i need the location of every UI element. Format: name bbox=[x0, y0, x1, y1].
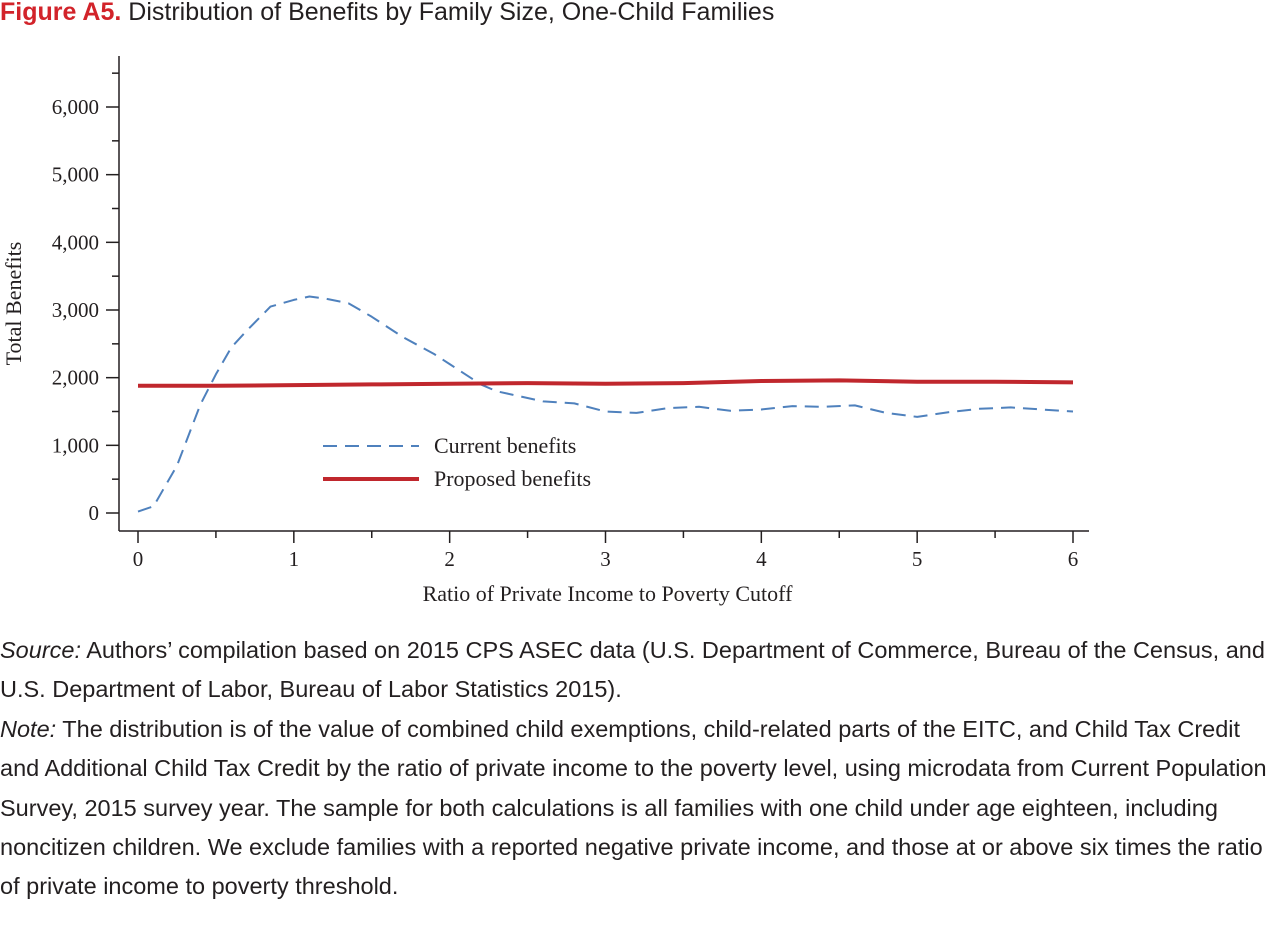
figure-title: Figure A5. Distribution of Benefits by F… bbox=[0, 0, 774, 27]
note-label: Note: bbox=[0, 715, 57, 742]
current-benefits-line bbox=[137, 295, 1074, 513]
figure-label: Figure A5. bbox=[0, 0, 122, 26]
explanatory-note: Note: The distribution is of the value o… bbox=[0, 710, 1278, 907]
legend-label-current: Current benefits bbox=[434, 433, 576, 458]
x-tick-label: 0 bbox=[133, 547, 144, 571]
x-tick-label: 3 bbox=[600, 547, 611, 571]
y-tick-label: 4,000 bbox=[52, 230, 99, 254]
note-text: The distribution is of the value of comb… bbox=[0, 715, 1267, 900]
source-text: Authors’ compilation based on 2015 CPS A… bbox=[0, 637, 1265, 703]
x-tick-label: 4 bbox=[756, 547, 767, 571]
y-tick-label: 1,000 bbox=[52, 433, 99, 457]
x-tick-label: 5 bbox=[912, 547, 923, 571]
chart-legend: Current benefits Proposed benefits bbox=[323, 433, 591, 491]
x-axis-ticks: 0 1 2 3 4 5 6 bbox=[133, 531, 1079, 571]
y-tick-label: 2,000 bbox=[52, 366, 99, 390]
y-tick-label: 5,000 bbox=[52, 163, 99, 187]
figure-notes: Source: Authors’ compilation based on 20… bbox=[0, 631, 1278, 907]
figure-title-text: Distribution of Benefits by Family Size,… bbox=[128, 0, 775, 26]
y-tick-label: 6,000 bbox=[52, 95, 99, 119]
x-tick-label: 6 bbox=[1068, 547, 1079, 571]
y-axis-ticks: 0 1,000 2,000 3,000 4,000 5,000 6,000 bbox=[52, 72, 119, 525]
chart-axes bbox=[118, 56, 1089, 532]
y-tick-label: 3,000 bbox=[52, 298, 99, 322]
x-tick-label: 2 bbox=[444, 547, 455, 571]
y-axis-label: Total Benefits bbox=[1, 242, 26, 366]
x-tick-label: 1 bbox=[289, 547, 300, 571]
chart-series bbox=[137, 295, 1074, 513]
x-axis-label: Ratio of Private Income to Poverty Cutof… bbox=[423, 581, 794, 606]
legend-label-proposed: Proposed benefits bbox=[434, 466, 591, 491]
y-tick-label: 0 bbox=[89, 501, 100, 525]
source-label: Source: bbox=[0, 637, 81, 663]
proposed-benefits-line bbox=[138, 378, 1074, 388]
source-note: Source: Authors’ compilation based on 20… bbox=[0, 631, 1278, 710]
